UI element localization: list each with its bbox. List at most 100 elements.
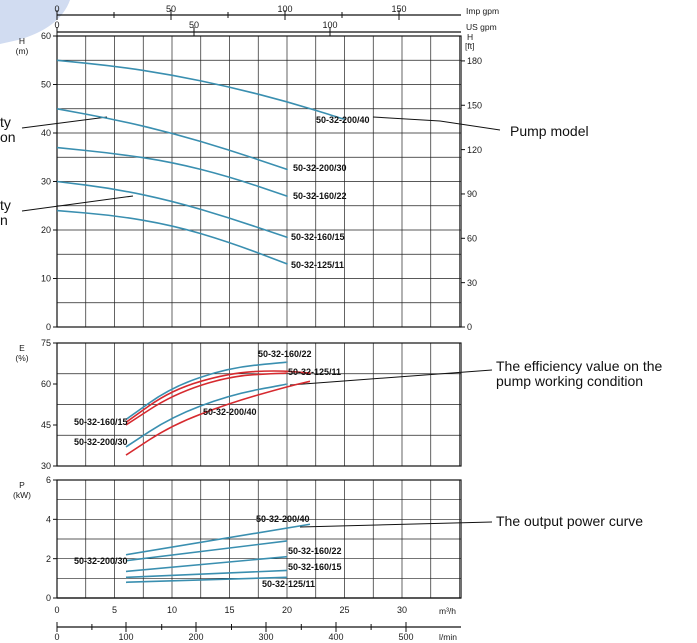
leader-pump-model [372,116,501,131]
curve-power-50-32-125/11 [125,576,288,584]
leader-cropped [21,116,108,129]
curve-label: 50-32-200/40 [316,115,370,125]
annotation-power: The output power curve [496,513,643,529]
curve-label: 50-32-160/22 [288,546,342,556]
m3h-label: m³/h [439,606,456,616]
m3h-tick: 5 [112,605,117,615]
curve-label: 50-32-125/11 [262,579,315,589]
curve-power-50-32-160/22 [125,555,288,573]
m3h-tick: 20 [282,605,292,615]
imp-gpm-tick: 50 [166,4,176,14]
curve-label: 50-32-125/11 [288,367,341,377]
imp-gpm-tick: 150 [391,4,406,14]
y-tick-label: 6 [46,475,51,485]
curve-label: 50-32-160/22 [258,349,312,359]
y-tick-label: 40 [41,128,51,138]
annotation-cropped: n [0,212,8,228]
y-tick-label: 0 [46,593,51,603]
annotation-efficiency-1: The efficiency value on the [496,358,663,374]
us-gpm-tick: 100 [322,20,337,30]
m3h-tick: 30 [397,605,407,615]
curve-label: 50-32-125/11 [291,260,344,270]
annotation-cropped: on [0,129,16,145]
imp-gpm-tick: 0 [54,4,59,14]
curve-efficiency-50-32-125/11 [125,370,311,423]
y-tick-label: 20 [41,225,51,235]
curve-efficiency-50-32-160/22 [125,361,288,421]
lmin-tick: 400 [328,632,343,642]
y-tick-label: 60 [41,31,51,41]
leader-power [299,521,493,528]
y-axis-unit: (%) [15,353,28,363]
right-tick-label: 60 [467,234,477,244]
y-tick-label: 10 [41,274,51,284]
us-gpm-tick: 50 [189,20,199,30]
curve-label: 50-32-160/15 [288,562,342,572]
y-tick-label: 4 [46,515,51,525]
annotation-cropped: ty [0,114,11,130]
curve-efficiency-50-32-200/40 [125,380,311,456]
curve-head-50-32-200/40 [56,59,346,121]
curve-head-50-32-160/22 [56,146,288,197]
curve-head-50-32-125/11 [56,209,288,265]
curve-label: 50-32-200/30 [293,163,347,173]
y-axis-unit: (m) [16,46,29,56]
right-axis-unit: [ft] [465,41,474,51]
y-tick-label: 45 [41,420,51,430]
right-tick-label: 90 [467,189,477,199]
y-axis-label: E [19,343,25,353]
us-gpm-label: US gpm [466,22,497,32]
curve-power-50-32-200/40 [125,523,311,556]
lmin-tick: 100 [118,632,133,642]
lmin-tick: 300 [258,632,273,642]
curve-label: 50-32-160/22 [293,191,347,201]
y-axis-label: H [19,36,25,46]
leader-cropped [21,195,134,212]
y-axis-label: P [19,480,25,490]
panel-frame-efficiency [56,342,462,467]
y-tick-label: 0 [46,322,51,332]
watermark-arc [0,0,70,44]
y-axis-unit: (kW) [13,490,31,500]
curve-power-50-32-160/15 [125,569,288,579]
y-tick-label: 30 [41,461,51,471]
curve-label: 50-32-200/40 [256,514,310,524]
m3h-tick: 25 [339,605,349,615]
annotation-cropped: ty [0,197,11,213]
m3h-tick: 15 [224,605,234,615]
leader-efficiency [289,369,493,386]
y-tick-label: 60 [41,379,51,389]
curve-label: 50-32-160/15 [291,232,345,242]
curve-head-50-32-200/30 [56,108,288,171]
right-tick-label: 120 [467,145,482,155]
curve-label: 50-32-200/40 [203,407,257,417]
m3h-tick: 0 [54,605,59,615]
annotation-efficiency-2: pump working condition [496,373,643,389]
curve-power-50-32-200/30 [125,540,288,562]
curve-efficiency-50-32-200/30 [125,383,288,448]
y-tick-label: 30 [41,177,51,187]
lmin-tick: 500 [398,632,413,642]
lmin-label: l/min [439,632,457,642]
right-axis-label: H [467,32,473,42]
curve-label: 50-32-200/30 [74,437,128,447]
right-tick-label: 150 [467,100,482,110]
curve-efficiency-50-32-160/15 [125,372,288,426]
y-tick-label: 75 [41,338,51,348]
right-tick-label: 30 [467,278,477,288]
us-gpm-tick: 0 [54,20,59,30]
right-tick-label: 180 [467,56,482,66]
right-tick-label: 0 [467,322,472,332]
lmin-tick: 0 [54,632,59,642]
y-tick-label: 2 [46,554,51,564]
lmin-tick: 200 [188,632,203,642]
curve-head-50-32-160/15 [56,180,288,239]
imp-gpm-label: Imp gpm [466,6,499,16]
y-tick-label: 50 [41,80,51,90]
curve-label: 50-32-160/15 [74,417,128,427]
annotation-pump-model: Pump model [510,123,589,139]
m3h-tick: 10 [167,605,177,615]
curve-label: 50-32-200/30 [74,556,128,566]
imp-gpm-tick: 100 [277,4,292,14]
